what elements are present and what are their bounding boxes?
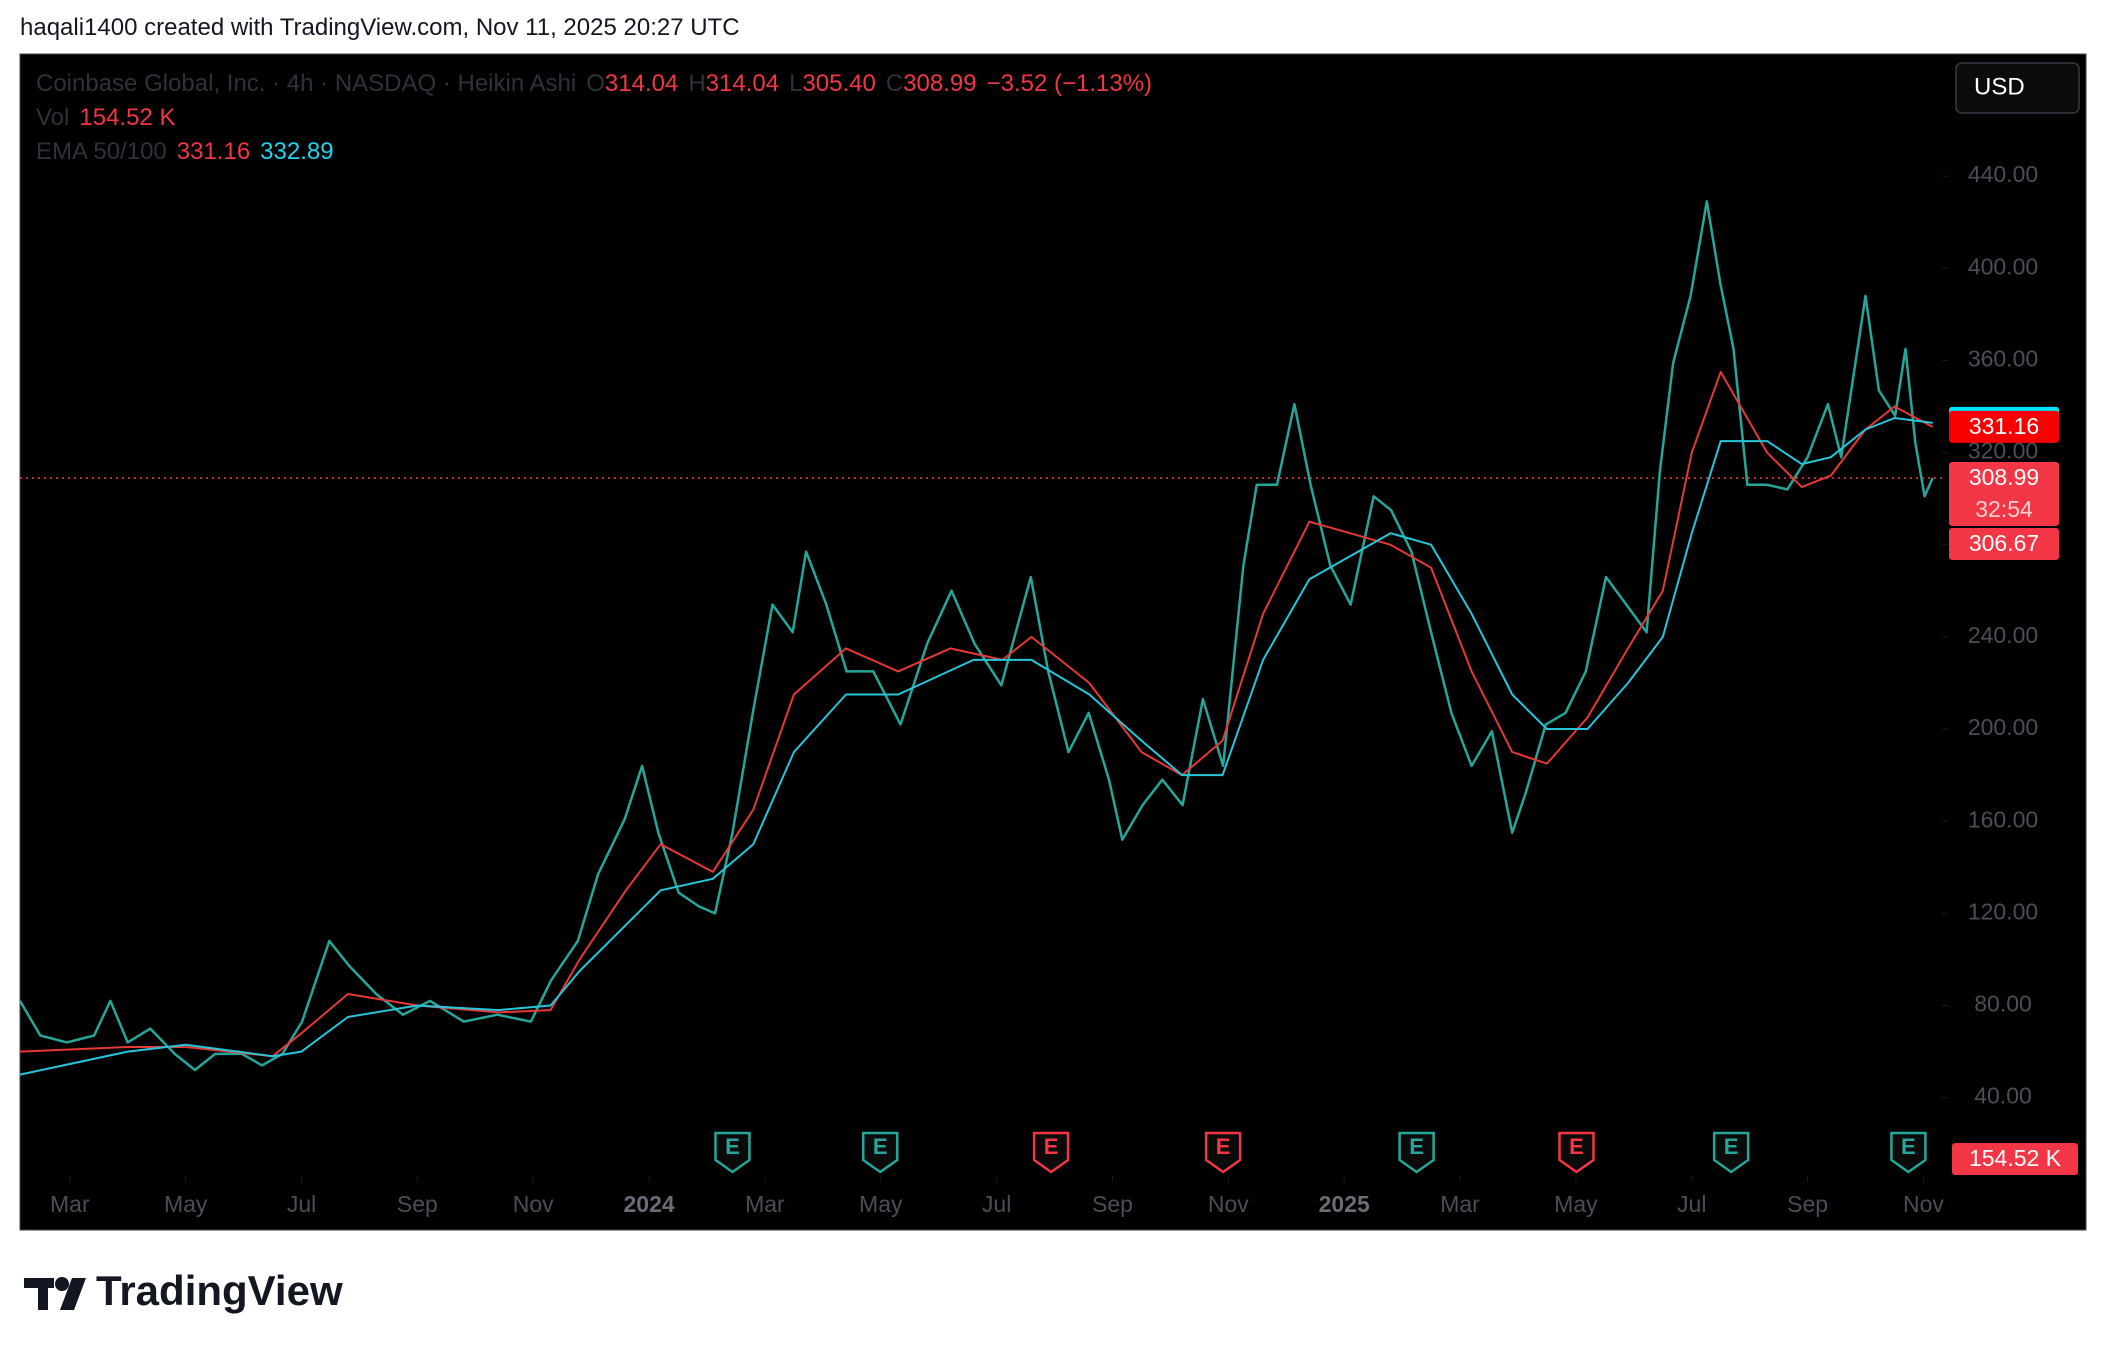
y-tick-label: 160.00 [1968,806,2038,832]
extra-price-tag-bg [1949,527,2059,560]
volume-value: 154.52 K [79,104,176,131]
last-price-tag: 308.99 [1969,464,2039,490]
x-tick-label: May [859,1191,903,1217]
ema-tag: 331.16 [1969,413,2039,439]
ohlc-label: H [688,70,706,97]
legend-row: Vol 154.52 K [36,104,175,132]
volume-tag-bg [1952,1143,2078,1175]
ohlc-value: 305.40 [802,70,876,97]
ema-label: EMA 50/100 [36,138,167,165]
credit: haqali1400 created with TradingView.com,… [20,14,740,41]
ohlc-label: O [586,70,605,97]
x-tick-label: Nov [513,1191,554,1217]
ohlc-value: 308.99 [903,70,977,97]
earnings-label: E [725,1134,740,1159]
earnings-badge [1204,1131,1242,1174]
ema-line [19,370,1934,1058]
earnings-label: E [873,1134,888,1159]
x-tick-label: Jul [1677,1191,1706,1217]
volume-label: Vol [36,104,70,131]
x-tick-label: May [164,1191,208,1217]
x-tick-label: Mar [745,1191,785,1217]
x-tick-label: Jul [982,1191,1011,1217]
x-tick-label: Jul [287,1191,316,1217]
brand: TradingView [96,1267,343,1314]
earnings-badge [1890,1131,1927,1174]
ema-value: 332.89 [260,138,334,165]
chart-panel [19,53,2087,1231]
earnings-label: E [1216,1134,1231,1159]
y-tick-label: 40.00 [1974,1083,2032,1109]
earnings-label: E [1724,1134,1739,1159]
earnings-label: E [1569,1134,1584,1159]
y-tick-label: 80.00 [1974,991,2032,1017]
x-tick-label: Mar [50,1191,90,1217]
x-tick-label: Sep [1787,1191,1828,1217]
change: −3.52 (−1.13%) [986,70,1153,97]
y-tick-label: 200.00 [1968,714,2038,740]
y-tick-label: 440.00 [1968,161,2038,187]
ema-tag-bg [1949,410,2059,443]
y-tick-label: 120.00 [1968,898,2038,924]
earnings-badge [1712,1131,1750,1174]
currency[interactable]: USD [1974,73,2025,100]
brand-logo [24,1277,86,1310]
last-price-tag-bg [1949,461,2059,526]
earnings-badge [714,1131,751,1174]
earnings-badge [1032,1131,1070,1174]
ohlc-value: 314.04 [604,70,679,97]
x-tick-label: Sep [1092,1191,1133,1217]
ema-line [19,417,1933,1076]
volume-tag: 154.52 K [1969,1145,2062,1171]
earnings-label: E [1044,1134,1059,1159]
x-tick-label: May [1554,1191,1598,1217]
ohlc-value: 314.04 [705,70,780,97]
ema-value: 331.16 [176,138,251,165]
symbol: Coinbase Global, Inc. · 4h · NASDAQ · He… [36,70,577,97]
earnings-badge [1558,1131,1595,1174]
extra-price-tag: 306.67 [1969,530,2039,556]
y-tick-label: 240.00 [1968,622,2038,648]
earnings-label: E [1409,1134,1424,1159]
ohlc-label: C [885,70,904,97]
earnings-badge [1398,1131,1435,1174]
earnings-label: E [1901,1134,1916,1159]
x-tick-label: Nov [1903,1191,1944,1217]
currency-button[interactable] [1955,62,2080,114]
ohlc-label: L [789,70,803,97]
x-tick-label: Sep [397,1191,438,1217]
x-tick-label: 2025 [1319,1191,1370,1217]
x-tick-label: Mar [1440,1191,1480,1217]
legend-row: Coinbase Global, Inc. · 4h · NASDAQ · He… [36,70,1152,98]
countdown: 32:54 [1975,496,2033,522]
y-tick-label: 400.00 [1968,253,2038,279]
price-line [18,200,1934,1072]
earnings-badge [861,1131,899,1174]
legend-row: EMA 50/100 331.16 332.89 [36,138,334,166]
x-tick-label: Nov [1208,1191,1249,1217]
x-tick-label: 2024 [623,1191,674,1217]
y-tick-label: 360.00 [1968,345,2038,371]
